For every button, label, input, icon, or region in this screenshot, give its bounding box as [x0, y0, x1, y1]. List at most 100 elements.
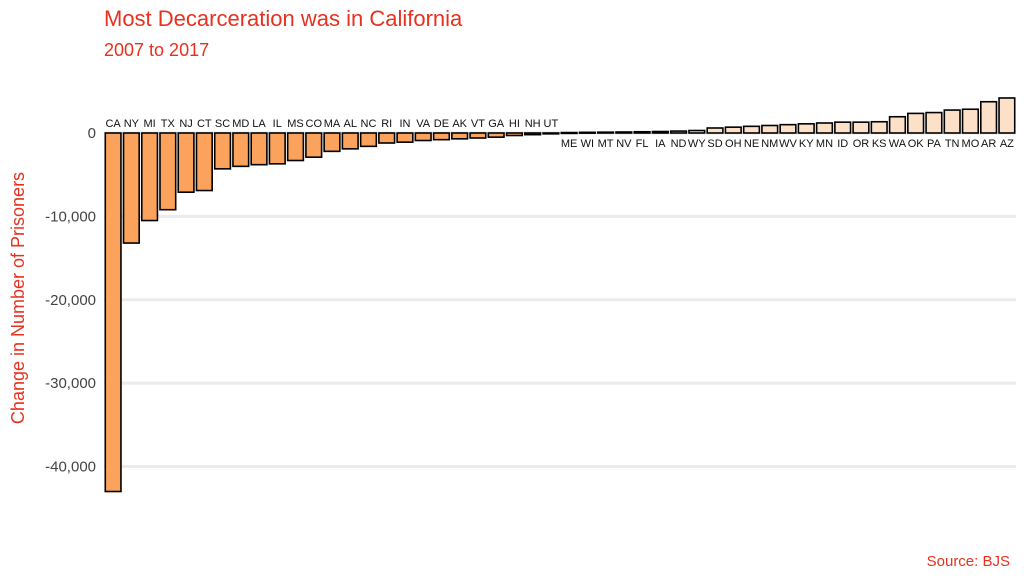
bar-mi [140, 132, 159, 222]
bar-me [560, 131, 578, 135]
category-label-ga: GA [488, 118, 505, 130]
category-label-wi: WI [581, 138, 594, 150]
bar-az [998, 97, 1016, 134]
category-labels: CA NY MI TX NJ CT SC MD LA IL MS CO MA AL NC RI IN VA DE AK… [105, 118, 1014, 150]
category-label-ny: NY [124, 118, 140, 130]
category-label-va: VA [416, 118, 431, 130]
category-label-ky: KY [799, 138, 814, 150]
bar-tn [943, 109, 961, 134]
category-label-ct: CT [197, 118, 212, 130]
category-label-mo: MO [962, 138, 980, 150]
category-label-tn: TN [945, 138, 960, 150]
category-label-id: ID [837, 138, 848, 150]
bar-tx [159, 132, 177, 211]
bar-md [232, 132, 250, 168]
source-caption: Source: BJS [926, 553, 1010, 570]
category-label-ne: NE [744, 138, 759, 150]
category-label-wy: WY [688, 138, 706, 150]
category-label-hi: HI [509, 118, 520, 130]
bar-ne [742, 125, 761, 134]
category-label-fl: FL [636, 138, 649, 150]
category-label-az: AZ [1000, 138, 1014, 150]
bar-ct [195, 132, 213, 192]
chart-title: Most Decarceration was in California [104, 6, 463, 31]
category-label-nm: NM [761, 138, 778, 150]
category-label-pa: PA [927, 138, 942, 150]
category-label-wv: WV [779, 138, 797, 150]
bar-ky [797, 123, 815, 134]
bar-la [250, 132, 268, 166]
bar-ar [979, 100, 998, 134]
category-label-la: LA [252, 118, 266, 130]
bar-ut [542, 132, 560, 135]
bar-ny [122, 132, 141, 244]
bar-or [852, 121, 870, 134]
bar-pa [925, 111, 943, 134]
y-tick-label: -20,000 [45, 292, 96, 309]
gridlines [104, 131, 1016, 468]
bar-vt [469, 132, 487, 139]
category-label-ok: OK [908, 138, 925, 150]
y-tick-label: -40,000 [45, 459, 96, 476]
bar-wy [688, 129, 706, 134]
category-label-ar: AR [981, 138, 996, 150]
bar-de [432, 132, 451, 141]
bar-sd [706, 127, 724, 134]
category-label-mi: MI [143, 118, 155, 130]
bar-mo [961, 108, 980, 134]
y-tick-label: -10,000 [45, 208, 96, 225]
category-label-ca: CA [105, 118, 121, 130]
category-label-mn: MN [816, 138, 833, 150]
category-label-ks: KS [872, 138, 887, 150]
category-label-ak: AK [452, 118, 467, 130]
category-label-in: IN [399, 118, 410, 130]
category-label-sd: SD [707, 138, 722, 150]
bar-il [268, 132, 286, 165]
chart-subtitle: 2007 to 2017 [104, 40, 210, 60]
bar-nj [177, 132, 195, 193]
bar-co [305, 132, 323, 158]
category-label-nc: NC [361, 118, 377, 130]
bar-sc [213, 132, 232, 170]
bar-wv [779, 123, 797, 134]
bar-ri [378, 132, 396, 144]
y-tick-label: 0 [88, 125, 96, 142]
bar-nv [615, 131, 633, 134]
bars [104, 97, 1016, 493]
category-label-ma: MA [324, 118, 341, 130]
category-label-ri: RI [381, 118, 392, 130]
category-label-md: MD [232, 118, 249, 130]
bar-al [341, 132, 359, 150]
category-label-or: OR [853, 138, 870, 150]
bar-ak [451, 132, 469, 140]
category-label-sc: SC [215, 118, 230, 130]
bar-wi [578, 131, 597, 134]
category-label-tx: TX [161, 118, 176, 130]
category-label-de: DE [434, 118, 449, 130]
bar-mn [815, 122, 834, 134]
bar-oh [724, 126, 742, 134]
category-label-ia: IA [655, 138, 666, 150]
bar-ma [323, 132, 341, 153]
category-label-ut: UT [544, 118, 559, 130]
category-label-co: CO [306, 118, 323, 130]
bar-ks [870, 120, 888, 134]
bar-id [834, 121, 852, 134]
bar-nm [761, 124, 779, 134]
bar-fl [633, 130, 651, 134]
bar-in [396, 132, 414, 143]
category-label-me: ME [561, 138, 578, 150]
bar-ok [907, 112, 925, 134]
bar-nd [669, 130, 688, 134]
bar-ia [651, 130, 669, 134]
category-label-nj: NJ [179, 118, 192, 130]
category-label-il: IL [273, 118, 282, 130]
category-label-nv: NV [616, 138, 632, 150]
bar-nh [523, 132, 542, 136]
bar-hi [505, 132, 524, 137]
category-label-ms: MS [287, 118, 304, 130]
category-label-nd: ND [671, 138, 687, 150]
bar-va [414, 132, 432, 142]
category-label-wa: WA [889, 138, 907, 150]
